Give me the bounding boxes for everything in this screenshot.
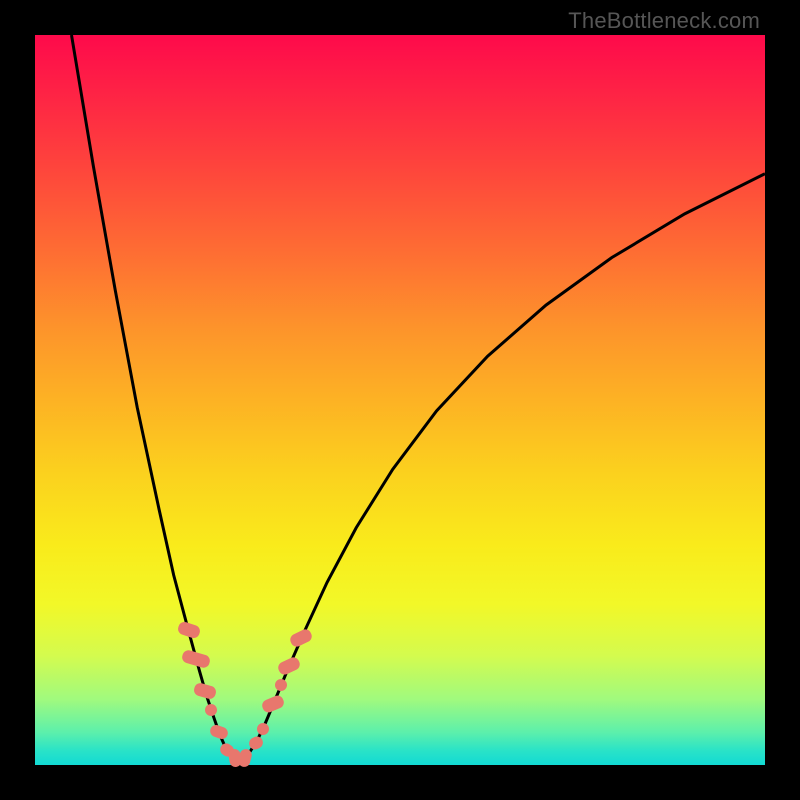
plot-area	[35, 35, 765, 765]
chart-frame: TheBottleneck.com	[0, 0, 800, 800]
bottleneck-curve	[35, 35, 765, 765]
watermark-text: TheBottleneck.com	[568, 8, 760, 34]
